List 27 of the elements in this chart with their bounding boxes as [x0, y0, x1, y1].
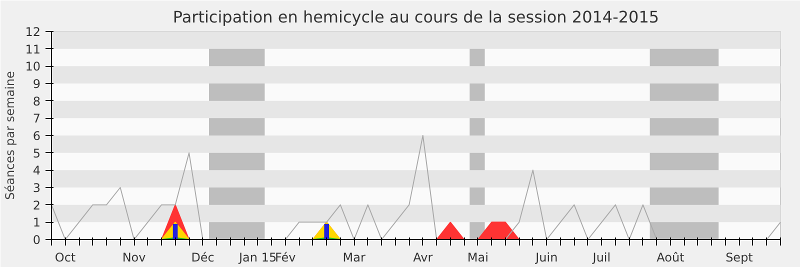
x-tick-label: Mai	[467, 250, 488, 264]
y-tick-label: 7	[32, 112, 41, 126]
y-tick-label: 2	[32, 198, 41, 212]
x-tick-label: Sept	[726, 250, 754, 264]
y-tick-label: 10	[25, 60, 41, 74]
y-tick-label: 6	[32, 129, 41, 143]
x-tick-label: Juin	[534, 250, 558, 264]
x-tick-label: Oct	[54, 250, 76, 264]
x-tick-label: Déc	[191, 250, 214, 264]
x-tick-label: Fév	[274, 250, 296, 264]
x-tick-label: Août	[656, 250, 685, 264]
x-tick-label: Nov	[122, 250, 146, 264]
y-tick-label: 8	[32, 94, 41, 108]
y-tick-label: 0	[32, 233, 41, 247]
x-tick-label: Juil	[592, 250, 611, 264]
y-tick-label: 5	[32, 146, 41, 160]
x-tick-label: Jan 15	[238, 250, 277, 264]
x-tick-label: Mar	[342, 250, 366, 264]
y-tick-label: 1	[32, 216, 41, 230]
y-tick-label: 4	[32, 164, 41, 178]
y-tick-label: 11	[25, 42, 41, 56]
chart-title: Participation en hemicycle au cours de la session 2014-2015	[172, 8, 660, 26]
y-tick-label: 12	[25, 25, 41, 39]
y-tick-label: 3	[32, 181, 41, 195]
y-tick-label: 9	[32, 77, 41, 91]
x-tick-label: Avr	[413, 250, 433, 264]
y-axis-title: Séances par semaine	[3, 71, 18, 200]
